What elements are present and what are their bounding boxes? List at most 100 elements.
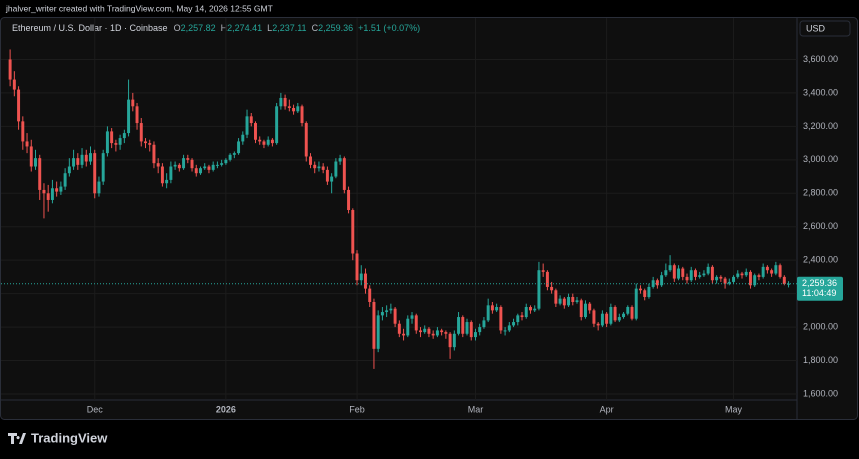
candle-body bbox=[715, 276, 719, 281]
candle-body bbox=[605, 313, 609, 324]
candle-body bbox=[334, 161, 338, 177]
candle-body bbox=[270, 139, 274, 144]
candle-body bbox=[710, 266, 714, 281]
ohlc-value: 2,274.41 bbox=[227, 23, 262, 33]
candle-body bbox=[38, 158, 42, 190]
candle-body bbox=[744, 271, 748, 276]
candle-body bbox=[596, 323, 600, 326]
candle-body bbox=[165, 179, 169, 184]
candle-body bbox=[647, 286, 651, 297]
candle-body bbox=[457, 317, 461, 334]
candle-body bbox=[249, 116, 253, 124]
candle-body bbox=[237, 141, 241, 154]
candle-body bbox=[435, 330, 439, 336]
candle-body bbox=[224, 159, 228, 164]
candle-body bbox=[380, 312, 384, 316]
candle-body bbox=[93, 153, 97, 194]
candle-body bbox=[266, 139, 270, 145]
candle-body bbox=[482, 320, 486, 328]
candle-body bbox=[211, 164, 215, 170]
candle-body bbox=[770, 270, 774, 274]
candle-body bbox=[351, 210, 355, 254]
candle-body bbox=[156, 163, 160, 167]
candle-body bbox=[567, 296, 571, 306]
logo: TradingView bbox=[8, 430, 108, 445]
candle-body bbox=[359, 273, 363, 281]
candle-body bbox=[8, 59, 12, 80]
candle-body bbox=[55, 188, 59, 192]
candle-body bbox=[232, 153, 236, 155]
candle-body bbox=[304, 123, 308, 157]
candle-body bbox=[169, 166, 173, 180]
candle-body bbox=[287, 106, 291, 108]
plot bbox=[1, 18, 797, 400]
candle-body bbox=[719, 276, 723, 279]
candle-body bbox=[571, 296, 575, 302]
candle-body bbox=[186, 158, 190, 160]
candle-body bbox=[677, 268, 681, 279]
candle-body bbox=[42, 189, 46, 194]
candle-body bbox=[672, 265, 676, 279]
x-tick-label: May bbox=[725, 404, 743, 414]
candle-body bbox=[59, 186, 63, 192]
candle-body bbox=[135, 106, 139, 124]
ohlc-key: L bbox=[267, 23, 272, 33]
candle-body bbox=[664, 270, 668, 276]
candle-body bbox=[427, 328, 431, 334]
last-price-label: 2,259.36 bbox=[802, 278, 837, 288]
candle-body bbox=[190, 159, 194, 169]
candle-body bbox=[215, 164, 219, 166]
candle-body bbox=[34, 158, 37, 167]
candle-body bbox=[622, 313, 626, 318]
candle-body bbox=[765, 266, 769, 271]
candle-body bbox=[330, 176, 334, 182]
y-tick-label: 3,000.00 bbox=[803, 154, 838, 164]
currency-box[interactable] bbox=[799, 20, 851, 37]
candle-body bbox=[550, 286, 554, 291]
candle-body bbox=[575, 300, 579, 302]
candle-body bbox=[562, 298, 566, 306]
candle-body bbox=[706, 266, 710, 274]
candle-body bbox=[579, 300, 583, 318]
candle-body bbox=[194, 168, 198, 174]
y-tick-label: 1,600.00 bbox=[803, 388, 838, 398]
candle-body bbox=[220, 163, 224, 165]
candle-body bbox=[668, 265, 672, 271]
y-tick-label: 2,600.00 bbox=[803, 221, 838, 231]
candle-body bbox=[72, 158, 76, 167]
candle-body bbox=[554, 290, 558, 304]
symbol-header: Ethereum / U.S. Dollar · 1D · Coinbase O2… bbox=[12, 23, 420, 33]
last-price-box bbox=[797, 276, 843, 301]
candle-body bbox=[630, 307, 634, 319]
candle-body bbox=[609, 307, 613, 324]
candle-body bbox=[228, 154, 232, 160]
candle-body bbox=[89, 153, 92, 162]
candle-body bbox=[778, 265, 782, 277]
candle-body bbox=[29, 146, 33, 167]
candle-body bbox=[418, 330, 422, 333]
candle-body bbox=[385, 310, 389, 313]
candle-body bbox=[702, 273, 706, 276]
candle-body bbox=[516, 315, 520, 323]
candle-body bbox=[558, 298, 562, 304]
currency[interactable]: USD bbox=[806, 23, 826, 33]
x-tick-label: Apr bbox=[600, 404, 614, 414]
candle-body bbox=[774, 265, 778, 274]
candle-body bbox=[245, 116, 249, 135]
candle-body bbox=[410, 315, 414, 319]
candle-body bbox=[761, 266, 765, 277]
candle-body bbox=[406, 318, 410, 336]
candle-body bbox=[152, 144, 156, 164]
candle-body bbox=[507, 325, 511, 331]
candle-body bbox=[355, 253, 359, 281]
candle-body bbox=[364, 273, 367, 289]
candle-body bbox=[723, 278, 727, 284]
candle-body bbox=[440, 330, 444, 333]
candle-body bbox=[241, 134, 245, 142]
candle-body bbox=[292, 107, 296, 112]
candle-body bbox=[782, 276, 786, 284]
candle-body bbox=[757, 275, 761, 277]
candle-body bbox=[325, 169, 329, 182]
candle-body bbox=[626, 307, 630, 314]
